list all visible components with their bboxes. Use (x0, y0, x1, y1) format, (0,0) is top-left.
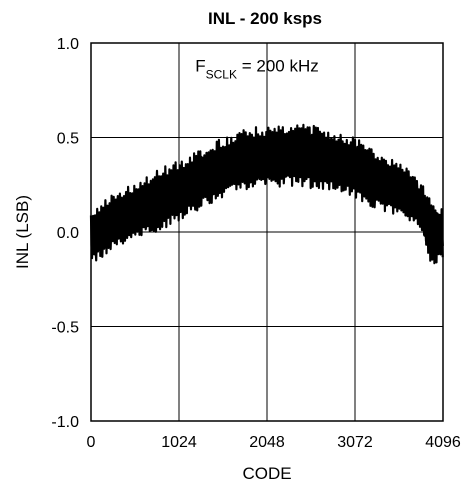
data-layer (89, 123, 444, 265)
y-tick-label: 0.5 (57, 131, 79, 148)
annotation-subscript: SCLK (206, 67, 237, 81)
y-axis-label: INL (LSB) (13, 195, 32, 269)
grid-layer (91, 43, 443, 421)
x-tick-label: 2048 (249, 434, 285, 451)
y-tick-label: -1.0 (51, 414, 79, 431)
x-tick-label: 0 (87, 434, 96, 451)
tick-labels-layer: 0 1024 2048 3072 4096 1.0 0.5 0.0 -0.5 -1.0 (51, 36, 460, 451)
x-tick-label: 1024 (161, 434, 197, 451)
x-tick-label: 3072 (337, 434, 373, 451)
x-axis-label: CODE (242, 464, 291, 483)
annotation-main: F (195, 56, 205, 75)
x-tick-label: 4096 (425, 434, 461, 451)
fsclk-annotation: FSCLK = 200 kHz (195, 56, 319, 81)
inl-trace-line-b (90, 132, 444, 258)
y-tick-label: 1.0 (57, 36, 79, 53)
y-tick-label: -0.5 (51, 320, 79, 337)
plot-frame (90, 42, 444, 422)
chart-title: INL - 200 ksps (208, 9, 322, 28)
annotation-value: = 200 kHz (237, 56, 319, 75)
axes-layer (90, 42, 444, 422)
y-tick-label: 0.0 (57, 225, 79, 242)
